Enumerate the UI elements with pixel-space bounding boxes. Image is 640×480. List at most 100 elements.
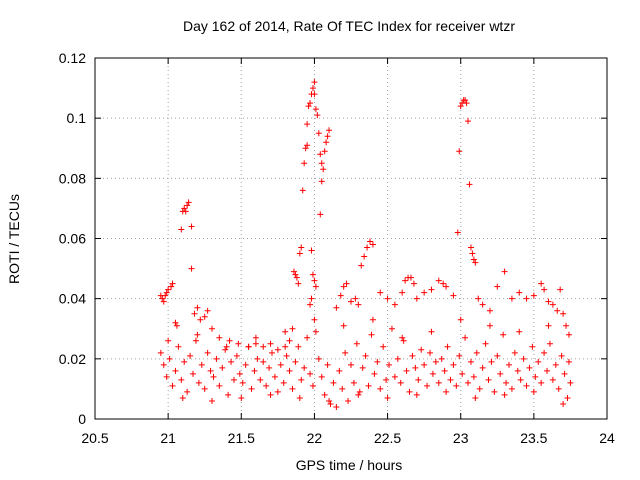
data-point xyxy=(260,358,267,365)
data-point xyxy=(315,355,322,362)
data-point xyxy=(383,376,390,383)
data-point xyxy=(213,355,220,362)
data-point xyxy=(333,304,340,311)
data-point xyxy=(486,322,493,329)
y-tick-label: 0.06 xyxy=(59,231,86,247)
data-point xyxy=(465,118,472,125)
data-point xyxy=(181,205,188,212)
data-point xyxy=(159,295,166,302)
data-point xyxy=(384,394,391,401)
data-point xyxy=(428,286,435,293)
data-point xyxy=(282,343,289,350)
data-point xyxy=(421,289,428,296)
data-point xyxy=(188,265,195,272)
data-point xyxy=(377,289,384,296)
data-point xyxy=(228,358,235,365)
data-point xyxy=(567,379,574,386)
data-point xyxy=(355,391,362,398)
data-point xyxy=(377,385,384,392)
data-point xyxy=(165,337,172,344)
data-point xyxy=(286,337,293,344)
data-point xyxy=(450,292,457,299)
data-point xyxy=(236,370,243,377)
data-point xyxy=(179,394,186,401)
data-point xyxy=(476,385,483,392)
data-point xyxy=(526,364,533,371)
data-point xyxy=(163,373,170,380)
data-point xyxy=(318,178,325,185)
data-point xyxy=(508,385,515,392)
data-point xyxy=(216,382,223,389)
x-tick-label: 24 xyxy=(599,430,615,446)
data-point xyxy=(252,340,259,347)
data-point xyxy=(197,316,204,323)
data-point xyxy=(343,280,350,287)
data-point xyxy=(469,250,476,257)
data-point xyxy=(160,298,167,305)
data-point xyxy=(271,373,278,380)
data-point xyxy=(216,334,223,341)
data-point xyxy=(443,388,450,395)
data-point xyxy=(545,322,552,329)
data-point xyxy=(466,181,473,188)
data-point xyxy=(195,379,202,386)
data-point xyxy=(301,160,308,167)
data-point xyxy=(365,382,372,389)
data-point xyxy=(426,349,433,356)
data-point xyxy=(289,325,296,332)
data-point xyxy=(561,370,568,377)
data-point xyxy=(309,382,316,389)
data-point xyxy=(367,238,374,245)
data-point xyxy=(210,373,217,380)
data-point xyxy=(296,394,303,401)
data-point xyxy=(289,385,296,392)
grid-lines xyxy=(95,58,607,419)
data-point xyxy=(447,376,454,383)
data-point xyxy=(267,340,274,347)
data-point xyxy=(222,346,229,353)
data-point xyxy=(456,352,463,359)
data-point xyxy=(541,349,548,356)
data-point xyxy=(257,376,264,383)
data-point xyxy=(472,259,479,266)
data-point xyxy=(497,370,504,377)
data-point xyxy=(312,106,319,113)
data-point xyxy=(535,358,542,365)
data-point xyxy=(545,298,552,305)
data-point xyxy=(324,361,331,368)
data-point xyxy=(245,343,252,350)
data-point xyxy=(260,343,267,350)
data-point xyxy=(386,361,393,368)
data-point xyxy=(546,340,553,347)
data-point xyxy=(415,376,422,383)
data-point xyxy=(185,199,192,206)
data-point xyxy=(517,376,524,383)
data-point xyxy=(369,241,376,248)
data-point xyxy=(204,349,211,356)
data-point xyxy=(348,298,354,305)
data-point xyxy=(169,382,176,389)
data-point xyxy=(342,349,349,356)
data-point xyxy=(165,286,172,293)
data-point xyxy=(406,388,413,395)
data-point xyxy=(326,127,333,134)
x-tick-label: 23.5 xyxy=(520,430,547,446)
data-point xyxy=(333,403,340,410)
data-point xyxy=(560,400,567,407)
data-point xyxy=(318,160,325,167)
data-point xyxy=(554,307,561,314)
data-point xyxy=(280,379,287,386)
data-point xyxy=(558,352,565,359)
data-point xyxy=(223,343,230,350)
y-tick-label: 0.12 xyxy=(59,50,86,66)
data-point xyxy=(544,367,551,374)
data-point xyxy=(541,286,548,293)
data-point xyxy=(304,142,311,149)
data-point xyxy=(286,367,293,374)
data-point xyxy=(336,367,343,374)
data-point xyxy=(209,397,216,404)
x-tick-label: 21 xyxy=(160,430,176,446)
data-point xyxy=(277,361,284,368)
data-point xyxy=(172,367,179,374)
data-point xyxy=(364,244,371,251)
